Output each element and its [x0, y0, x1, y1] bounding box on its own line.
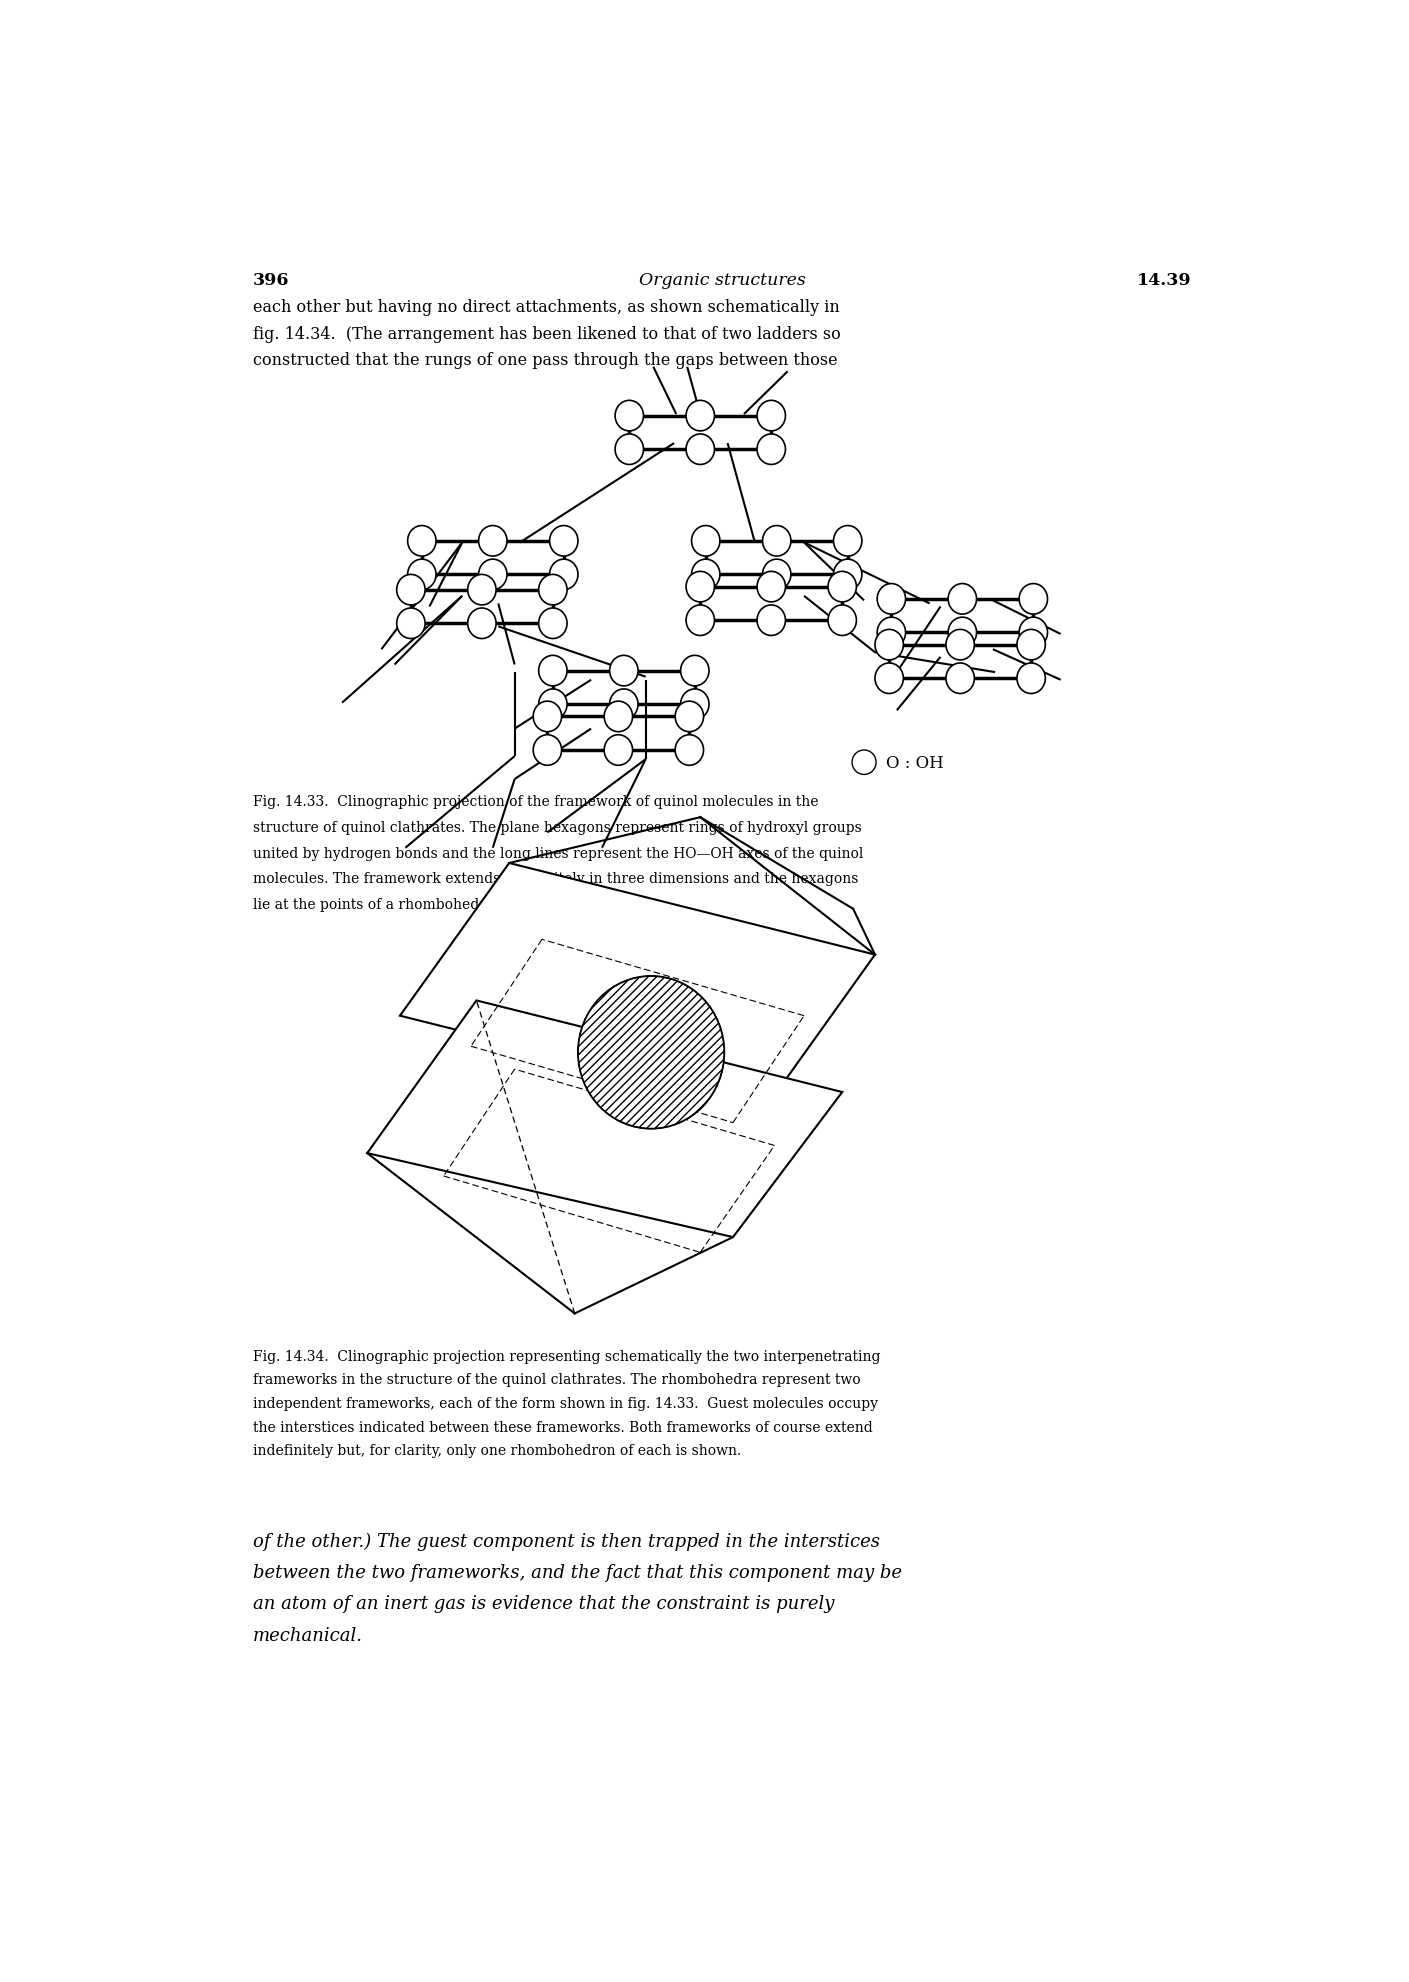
Ellipse shape: [828, 573, 857, 603]
Ellipse shape: [757, 606, 785, 636]
Ellipse shape: [407, 559, 435, 591]
Ellipse shape: [878, 585, 906, 614]
Ellipse shape: [834, 559, 862, 591]
Text: each other but having no direct attachments, as shown schematically in: each other but having no direct attachme…: [252, 299, 840, 315]
Text: 396: 396: [252, 272, 289, 289]
Ellipse shape: [610, 690, 638, 719]
Text: frameworks in the structure of the quinol clathrates. The rhombohedra represent : frameworks in the structure of the quino…: [252, 1372, 859, 1387]
Text: an atom of an inert gas is evidence that the constraint is purely: an atom of an inert gas is evidence that…: [252, 1596, 834, 1613]
Ellipse shape: [762, 559, 790, 591]
Ellipse shape: [533, 735, 562, 765]
Text: united by hydrogen bonds and the long lines represent the HO—OH axes of the quin: united by hydrogen bonds and the long li…: [252, 846, 862, 860]
Ellipse shape: [538, 690, 566, 719]
Ellipse shape: [675, 702, 703, 731]
Ellipse shape: [945, 630, 975, 660]
Ellipse shape: [834, 527, 862, 557]
Ellipse shape: [875, 630, 903, 660]
Ellipse shape: [538, 575, 566, 606]
Ellipse shape: [692, 527, 720, 557]
Ellipse shape: [538, 656, 566, 686]
Ellipse shape: [479, 527, 507, 557]
Text: fig. 14.34.  (The arrangement has been likened to that of two ladders so: fig. 14.34. (The arrangement has been li…: [252, 325, 840, 343]
Ellipse shape: [686, 434, 714, 466]
Text: O : OH: O : OH: [886, 755, 944, 771]
Ellipse shape: [757, 573, 785, 603]
Ellipse shape: [1019, 585, 1047, 614]
Text: Organic structures: Organic structures: [638, 272, 806, 289]
Ellipse shape: [397, 575, 426, 606]
Ellipse shape: [686, 400, 714, 432]
Text: mechanical.: mechanical.: [252, 1625, 362, 1643]
Text: independent frameworks, each of the form shown in fig. 14.33.  Guest molecules o: independent frameworks, each of the form…: [252, 1395, 878, 1409]
Text: molecules. The framework extends indefinitely in three dimensions and the hexago: molecules. The framework extends indefin…: [252, 872, 858, 886]
Ellipse shape: [578, 977, 724, 1130]
Ellipse shape: [675, 735, 703, 765]
Ellipse shape: [875, 664, 903, 694]
Text: constructed that the rungs of one pass through the gaps between those: constructed that the rungs of one pass t…: [252, 353, 837, 369]
Ellipse shape: [945, 664, 975, 694]
Polygon shape: [368, 1001, 843, 1237]
Text: lie at the points of a rhombohedral lattice.: lie at the points of a rhombohedral latt…: [252, 898, 551, 912]
Ellipse shape: [468, 575, 496, 606]
Ellipse shape: [604, 702, 633, 731]
Text: 14.39: 14.39: [1137, 272, 1192, 289]
Ellipse shape: [604, 735, 633, 765]
Ellipse shape: [397, 608, 426, 640]
Ellipse shape: [1019, 618, 1047, 648]
Ellipse shape: [757, 400, 785, 432]
Ellipse shape: [550, 559, 578, 591]
Text: of the other.) The guest component is then trapped in the interstices: of the other.) The guest component is th…: [252, 1532, 879, 1550]
Ellipse shape: [686, 573, 714, 603]
Ellipse shape: [616, 434, 644, 466]
Ellipse shape: [468, 608, 496, 640]
Text: structure of quinol clathrates. The plane hexagons represent rings of hydroxyl g: structure of quinol clathrates. The plan…: [252, 821, 861, 834]
Ellipse shape: [686, 606, 714, 636]
Ellipse shape: [878, 618, 906, 648]
Ellipse shape: [681, 656, 709, 686]
Ellipse shape: [479, 559, 507, 591]
Ellipse shape: [852, 751, 876, 775]
Text: the interstices indicated between these frameworks. Both frameworks of course ex: the interstices indicated between these …: [252, 1419, 872, 1433]
Ellipse shape: [681, 690, 709, 719]
Ellipse shape: [828, 606, 857, 636]
Ellipse shape: [616, 400, 644, 432]
Ellipse shape: [407, 527, 435, 557]
Polygon shape: [400, 864, 875, 1108]
Ellipse shape: [533, 702, 562, 731]
Text: indefinitely but, for clarity, only one rhombohedron of each is shown.: indefinitely but, for clarity, only one …: [252, 1443, 741, 1457]
Ellipse shape: [1017, 664, 1045, 694]
Ellipse shape: [610, 656, 638, 686]
Ellipse shape: [757, 434, 785, 466]
Ellipse shape: [550, 527, 578, 557]
Ellipse shape: [538, 608, 566, 640]
Ellipse shape: [762, 527, 790, 557]
Ellipse shape: [948, 618, 976, 648]
Ellipse shape: [948, 585, 976, 614]
Text: Fig. 14.33.  Clinographic projection of the framework of quinol molecules in the: Fig. 14.33. Clinographic projection of t…: [252, 795, 819, 809]
Ellipse shape: [692, 559, 720, 591]
Ellipse shape: [1017, 630, 1045, 660]
Text: between the two frameworks, and the fact that this component may be: between the two frameworks, and the fact…: [252, 1564, 902, 1582]
Text: Fig. 14.34.  Clinographic projection representing schematically the two interpen: Fig. 14.34. Clinographic projection repr…: [252, 1350, 881, 1364]
